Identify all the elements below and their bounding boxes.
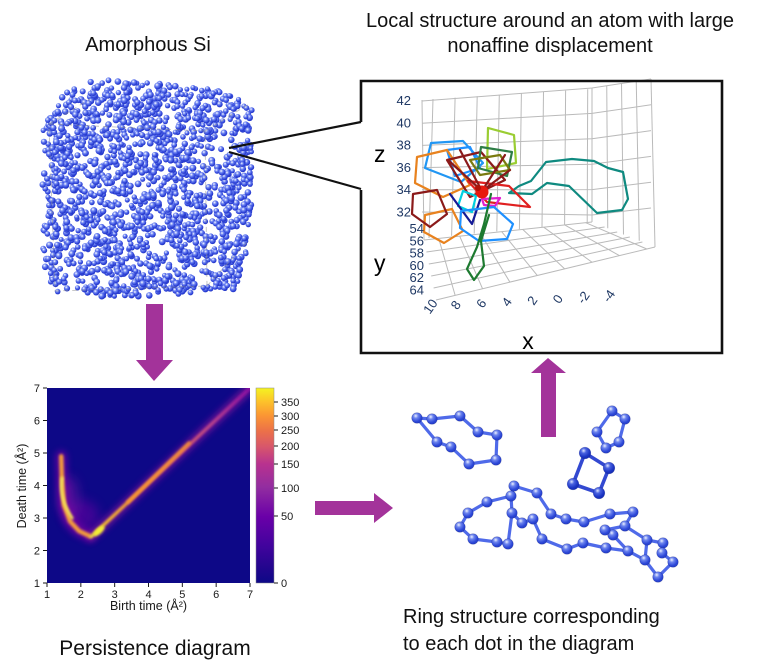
svg-text:34: 34 bbox=[397, 182, 411, 197]
svg-text:x: x bbox=[522, 328, 534, 354]
svg-text:1: 1 bbox=[34, 578, 40, 590]
persistence-diagram-caption: Persistence diagram bbox=[59, 637, 251, 660]
svg-text:z: z bbox=[374, 141, 386, 167]
persistence-diagram-plot: 1 2 3 4 5 6 7 7 6 5 4 3 2 1 Birth time (Å²) Death time … bbox=[14, 383, 299, 613]
amorphous-si-title: Amorphous Si bbox=[85, 34, 211, 56]
svg-text:350: 350 bbox=[281, 397, 299, 409]
local-structure-title: Local structure around an atom with larg… bbox=[345, 9, 755, 59]
ring-structure-caption-line2: to each dot in the diagram bbox=[403, 633, 635, 655]
svg-text:150: 150 bbox=[281, 459, 299, 471]
svg-text:36: 36 bbox=[397, 160, 411, 175]
svg-text:10: 10 bbox=[420, 296, 441, 316]
svg-text:40: 40 bbox=[397, 115, 411, 130]
svg-text:y: y bbox=[374, 250, 386, 276]
svg-text:32: 32 bbox=[397, 205, 411, 220]
svg-text:50: 50 bbox=[281, 511, 293, 523]
arrow-down-icon bbox=[136, 304, 173, 381]
ring-structure-caption: Ring structure corresponding to each dot… bbox=[403, 604, 703, 658]
svg-text:54: 54 bbox=[410, 221, 424, 236]
svg-text:6: 6 bbox=[213, 589, 219, 601]
arrow-right-icon bbox=[315, 493, 393, 523]
svg-text:56: 56 bbox=[410, 233, 424, 248]
svg-text:7: 7 bbox=[34, 383, 40, 395]
svg-text:58: 58 bbox=[410, 246, 424, 261]
svg-text:200: 200 bbox=[281, 441, 299, 453]
amorphous-si-cube-rendering bbox=[39, 77, 255, 300]
svg-text:6: 6 bbox=[34, 416, 40, 428]
ring-structures-rendering bbox=[411, 405, 679, 583]
svg-text:3: 3 bbox=[34, 513, 40, 525]
svg-text:60: 60 bbox=[410, 258, 424, 273]
svg-text:250: 250 bbox=[281, 425, 299, 437]
svg-text:4: 4 bbox=[34, 481, 40, 493]
svg-text:5: 5 bbox=[179, 589, 185, 601]
svg-text:Death time (Å²): Death time (Å²) bbox=[14, 444, 29, 529]
svg-text:2: 2 bbox=[78, 589, 84, 601]
svg-text:7: 7 bbox=[247, 589, 253, 601]
svg-text:1: 1 bbox=[44, 589, 50, 601]
svg-text:5: 5 bbox=[34, 448, 40, 460]
svg-text:Birth time (Å²): Birth time (Å²) bbox=[110, 598, 187, 613]
svg-text:42: 42 bbox=[397, 93, 411, 108]
svg-text:64: 64 bbox=[410, 283, 424, 298]
svg-text:3: 3 bbox=[112, 589, 118, 601]
local-structure-title-line2: nonaffine displacement bbox=[447, 35, 653, 57]
ring-structure-caption-line1: Ring structure corresponding bbox=[403, 606, 660, 628]
svg-text:2: 2 bbox=[34, 546, 40, 558]
svg-text:100: 100 bbox=[281, 483, 299, 495]
svg-text:38: 38 bbox=[397, 138, 411, 153]
svg-text:4: 4 bbox=[145, 589, 151, 601]
local-structure-title-line1: Local structure around an atom with larg… bbox=[366, 10, 734, 32]
svg-text:62: 62 bbox=[410, 270, 424, 285]
svg-text:0: 0 bbox=[281, 578, 287, 590]
svg-text:300: 300 bbox=[281, 411, 299, 423]
